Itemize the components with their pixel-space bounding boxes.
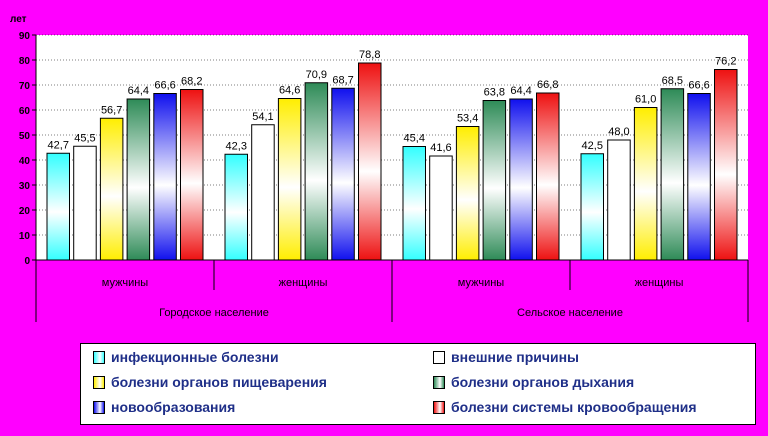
legend-item: инфекционные болезни — [93, 347, 279, 367]
data-label: 42,5 — [582, 140, 603, 152]
legend-swatch — [93, 375, 105, 389]
bar — [607, 139, 631, 261]
data-label: 66,6 — [154, 80, 175, 92]
y-tick-label: 90 — [19, 31, 31, 42]
y-tick-label: 10 — [19, 231, 31, 242]
data-label: 42,7 — [48, 139, 69, 151]
legend-item: болезни системы кровообращения — [433, 397, 697, 417]
data-label: 45,4 — [404, 133, 425, 145]
category-label: женщины — [279, 277, 328, 289]
legend-swatch — [93, 400, 105, 414]
bar — [46, 152, 70, 261]
data-label: 63,8 — [484, 87, 505, 99]
bar — [331, 87, 355, 261]
bar — [153, 93, 177, 261]
group-label: Сельское население — [517, 307, 623, 319]
data-label: 64,6 — [279, 85, 300, 97]
bar — [73, 145, 97, 261]
bar — [251, 124, 275, 261]
data-label: 66,8 — [537, 79, 558, 91]
bar — [99, 117, 124, 261]
data-label: 48,0 — [608, 126, 629, 138]
legend-label: инфекционные болезни — [111, 349, 279, 365]
bar — [224, 153, 248, 261]
y-tick-label: 30 — [19, 181, 31, 192]
data-label: 68,2 — [181, 76, 202, 88]
bar — [429, 155, 453, 261]
category-label: мужчины — [102, 277, 148, 289]
data-label: 66,6 — [688, 80, 709, 92]
category-label: мужчины — [458, 277, 504, 289]
bar — [180, 89, 204, 261]
bar — [358, 62, 382, 261]
legend-label: болезни системы кровообращения — [451, 399, 697, 415]
bar — [402, 146, 426, 261]
data-label: 78,8 — [359, 49, 380, 61]
bar — [455, 126, 480, 261]
bar — [660, 88, 685, 261]
bar — [536, 92, 560, 261]
legend-item: внешние причины — [433, 347, 579, 367]
bar — [482, 100, 507, 261]
y-tick-label: 60 — [19, 106, 31, 117]
bar — [304, 82, 329, 261]
group-label: Городское население — [159, 307, 269, 319]
legend: инфекционные болезни внешние причины болез… — [80, 343, 756, 425]
y-tick-label: 70 — [19, 81, 31, 92]
data-label: 54,1 — [252, 111, 273, 123]
y-tick-label: 0 — [24, 256, 30, 267]
data-label: 70,9 — [306, 69, 327, 81]
bar — [633, 107, 658, 261]
y-tick-label: 20 — [19, 206, 31, 217]
legend-label: болезни органов дыхания — [451, 374, 635, 390]
legend-swatch — [433, 375, 445, 389]
y-tick-label: 50 — [19, 131, 31, 142]
legend-label: внешние причины — [451, 349, 580, 365]
legend-item: болезни органов пищеварения — [93, 372, 327, 392]
y-axis-label: лет — [10, 14, 27, 25]
data-label: 41,6 — [430, 142, 451, 154]
data-label: 68,5 — [662, 75, 683, 87]
bar — [687, 93, 711, 261]
legend-label: новообразования — [111, 399, 236, 415]
data-label: 61,0 — [635, 94, 656, 106]
data-label: 53,4 — [457, 113, 478, 125]
bar — [277, 98, 302, 261]
data-label: 76,2 — [715, 56, 736, 68]
legend-swatch — [433, 400, 445, 414]
category-label: женщины — [635, 277, 684, 289]
legend-swatch — [433, 350, 445, 364]
data-label: 68,7 — [332, 74, 353, 86]
legend-label: болезни органов пищеварения — [111, 374, 327, 390]
data-label: 42,3 — [226, 140, 247, 152]
bar — [714, 69, 738, 261]
data-label: 56,7 — [101, 104, 122, 116]
data-label: 64,4 — [128, 85, 149, 97]
bar — [580, 153, 604, 261]
data-label: 64,4 — [510, 85, 531, 97]
bar — [126, 98, 151, 261]
bar — [509, 98, 533, 261]
legend-item: болезни органов дыхания — [433, 372, 634, 392]
legend-swatch — [93, 350, 105, 364]
data-label: 45,5 — [74, 132, 95, 144]
legend-item: новообразования — [93, 397, 235, 417]
y-tick-label: 40 — [19, 156, 31, 167]
y-tick-label: 80 — [19, 56, 31, 67]
